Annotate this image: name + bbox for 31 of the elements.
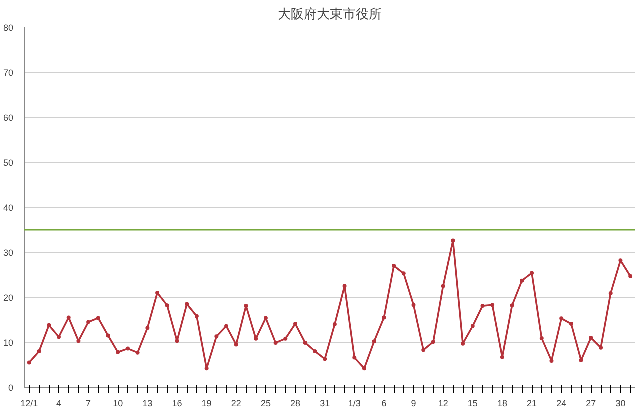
y-tick-label: 60 <box>3 113 14 123</box>
chart-title: 大阪府大東市役所 <box>278 6 382 22</box>
x-tick-label: 31 <box>320 398 330 408</box>
x-tick-label: 10 <box>113 398 124 408</box>
x-tick-label: 22 <box>231 398 242 408</box>
x-tick-label: 24 <box>556 398 567 408</box>
y-tick-label: 40 <box>3 203 14 213</box>
y-tick-label: 80 <box>3 23 14 33</box>
x-tick-label: 18 <box>497 398 508 408</box>
x-tick-label: 6 <box>382 398 387 408</box>
x-tick-label: 15 <box>468 398 478 408</box>
y-tick-label: 10 <box>3 338 14 348</box>
x-tick-label: 28 <box>290 398 301 408</box>
x-tick-label: 4 <box>56 398 62 408</box>
x-tick-label: 27 <box>586 398 596 408</box>
y-tick-label: 50 <box>3 158 14 168</box>
x-tick-label: 16 <box>172 398 182 408</box>
y-tick-label: 0 <box>8 383 14 393</box>
x-tick-label: 13 <box>142 398 153 408</box>
y-tick-label: 30 <box>3 248 14 258</box>
x-tick-label: 12/1 <box>20 398 38 408</box>
x-tick-label: 1/3 <box>348 398 361 408</box>
x-tick-label: 19 <box>202 398 212 408</box>
x-tick-label: 21 <box>527 398 538 408</box>
x-tick-label: 9 <box>411 398 416 408</box>
x-tick-label: 12 <box>438 398 448 408</box>
x-tick-label: 7 <box>86 398 92 408</box>
x-tick-label: 30 <box>616 398 626 408</box>
x-tick-label: 25 <box>260 398 271 408</box>
y-tick-label: 70 <box>3 68 14 78</box>
y-tick-label: 20 <box>3 293 14 303</box>
